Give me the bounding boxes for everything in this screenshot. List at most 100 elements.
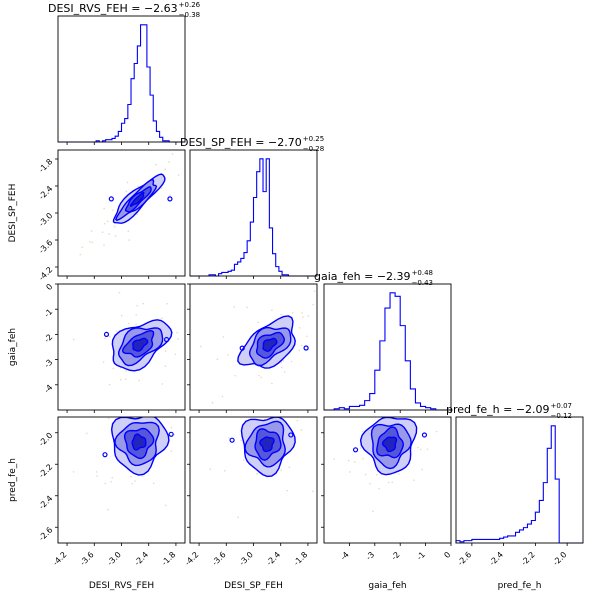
scatter-point [137, 185, 139, 188]
scatter-point [359, 447, 362, 449]
scatter-point [325, 326, 327, 328]
y-axis-DESI_SP_FEH: -4.2 -3.6 -3.0 -2.4 -1.8 DESI_SP_FEH [8, 157, 58, 282]
scatter-point [263, 418, 266, 420]
panel-title-lower-pred_fe_h: −0.12 [551, 412, 572, 420]
scatter-point [417, 446, 419, 449]
y-tick-label: -2.4 [37, 184, 54, 201]
panel-title-lower-DESI_SP_FEH: −0.28 [303, 145, 324, 153]
histogram-step-DESI_SP_FEH [190, 158, 317, 277]
y-tick-label: -2.0 [37, 431, 54, 448]
contour-island [229, 437, 235, 443]
scatter-point [161, 187, 163, 189]
scatter-point [177, 338, 179, 340]
contour-island [303, 345, 309, 351]
scatter-point [177, 174, 180, 176]
scatter-point [136, 414, 138, 416]
scatter-point [227, 354, 229, 356]
contour-island [352, 447, 359, 453]
scatter-point [378, 487, 380, 490]
scatter-point [145, 412, 147, 414]
scatter-point [384, 396, 386, 398]
scatter-point [419, 448, 422, 451]
scatter-point [313, 290, 316, 293]
scatter-point [307, 315, 310, 317]
scatter-point [72, 471, 75, 473]
scatter-point [182, 393, 184, 395]
y-axis-label-gaia_feh: gaia_feh [8, 328, 18, 366]
scatter-point [300, 344, 303, 347]
y-tick-label: -2.2 [37, 462, 54, 479]
scatter-point [306, 335, 308, 338]
scatter-point [96, 475, 98, 477]
scatter-point [174, 353, 177, 356]
scatter-point [221, 395, 224, 398]
scatter-point [90, 230, 93, 232]
contour-panel-DESI_RVS_FEH-vs-DESI_SP_FEH [57, 149, 186, 277]
scatter-point [34, 411, 36, 413]
scatter-point [95, 471, 98, 473]
y-tick-label: -4.2 [37, 265, 54, 282]
x-tick-label: -2 [390, 550, 402, 562]
scatter-point [187, 290, 189, 292]
scatter-point [171, 153, 174, 155]
scatter-point [446, 386, 448, 388]
scatter-point [342, 501, 344, 503]
y-tick-label: -3.6 [37, 238, 54, 255]
contour-level-4 [129, 191, 145, 207]
panel-title-pred_fe_h: pred_fe_h = −2.09 [446, 403, 550, 416]
scatter-point [372, 510, 374, 513]
scatter-point [426, 448, 429, 451]
scatter-point [216, 358, 219, 360]
scatter-point [347, 459, 350, 462]
contour-panel-gaia_feh-vs-pred_fe_h [323, 386, 452, 552]
scatter-point [296, 419, 299, 422]
scatter-point [125, 190, 128, 193]
panel-title-gaia_feh: gaia_feh = −2.39 [314, 270, 411, 283]
x-tick-label: -2.4 [265, 550, 282, 567]
scatter-point [260, 376, 262, 379]
x-tick-label: -4 [339, 550, 351, 562]
contour-island [163, 336, 170, 343]
scatter-point [301, 312, 303, 314]
scatter-point [391, 414, 393, 416]
x-tick-label: -1 [415, 550, 427, 562]
scatter-point [81, 246, 84, 249]
scatter-point [166, 302, 168, 305]
scatter-point [246, 306, 248, 309]
scatter-point [282, 407, 284, 409]
scatter-point [118, 291, 121, 294]
scatter-point [130, 475, 132, 478]
histogram-panel-DESI_SP_FEH: DESI_SP_FEH = −2.70 +0.25 −0.28 [180, 135, 324, 277]
scatter-point [195, 315, 197, 317]
scatter-point [256, 472, 258, 475]
contour-island [102, 452, 108, 458]
scatter-point [222, 336, 225, 338]
scatter-point [164, 365, 167, 368]
scatter-point [116, 330, 118, 332]
scatter-point [234, 374, 237, 377]
scatter-point [298, 327, 301, 329]
x-axis-label-gaia_feh: gaia_feh [368, 581, 406, 591]
scatter-point [362, 457, 364, 460]
scatter-point [85, 432, 88, 435]
scatter-point [164, 350, 167, 352]
scatter-point [377, 390, 379, 392]
scatter-point [164, 168, 167, 170]
contour-island [167, 196, 173, 202]
scatter-point [101, 231, 104, 233]
scatter-point [112, 367, 115, 370]
scatter-point [369, 482, 371, 485]
scatter-point [160, 317, 163, 319]
scatter-point [360, 550, 362, 552]
scatter-point [108, 383, 111, 386]
scatter-point [103, 222, 106, 225]
scatter-point [107, 417, 110, 420]
scatter-point [353, 461, 356, 463]
scatter-point [131, 482, 133, 485]
scatter-point [282, 359, 284, 362]
x-axis-label-DESI_RVS_FEH: DESI_RVS_FEH [89, 581, 154, 591]
scatter-point [333, 458, 336, 460]
scatter-point [103, 244, 105, 246]
panel-title-upper-DESI_RVS_FEH: +0.26 [179, 1, 201, 9]
panel-title-upper-pred_fe_h: +0.07 [551, 402, 572, 410]
